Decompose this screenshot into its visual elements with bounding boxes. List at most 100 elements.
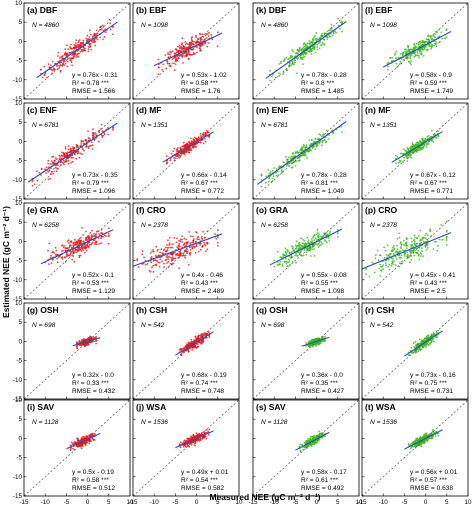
data-point <box>159 251 162 254</box>
data-point <box>427 344 430 347</box>
data-point <box>400 58 403 61</box>
data-point <box>70 240 73 243</box>
data-point <box>422 240 425 243</box>
data-point <box>202 35 205 38</box>
data-point <box>76 341 78 343</box>
data-point <box>419 252 422 255</box>
data-point <box>313 245 315 247</box>
data-point <box>302 43 305 46</box>
data-point <box>398 63 401 66</box>
rmse-value: RMSE = 1.096 <box>72 188 115 195</box>
y-tick-label: 10 <box>15 300 23 307</box>
data-point <box>445 28 448 30</box>
data-point <box>417 235 420 237</box>
data-point <box>86 242 89 245</box>
sample-size: N = 6781 <box>261 122 288 129</box>
data-point <box>281 265 284 268</box>
scatter-points <box>178 428 211 449</box>
data-point <box>141 253 144 256</box>
data-point <box>393 260 395 262</box>
data-point <box>107 227 110 230</box>
data-point <box>398 232 401 235</box>
data-point <box>415 142 418 144</box>
data-point <box>306 42 309 45</box>
data-point <box>195 45 198 48</box>
data-point <box>94 241 97 244</box>
data-point <box>194 345 196 348</box>
data-point <box>183 55 186 57</box>
data-point <box>166 62 169 65</box>
data-point <box>431 46 433 49</box>
data-point <box>90 141 93 144</box>
fit-line <box>40 229 114 265</box>
data-point <box>165 250 168 253</box>
data-point <box>293 249 296 252</box>
data-point <box>185 343 188 346</box>
data-point <box>410 54 413 57</box>
x-tick-label: 5 <box>107 499 111 506</box>
data-point <box>36 170 38 173</box>
data-point <box>311 338 313 341</box>
data-point <box>69 59 72 62</box>
data-point <box>385 262 387 264</box>
rmse-value: RMSE = 1.129 <box>72 288 115 295</box>
data-point <box>60 257 63 259</box>
data-point <box>192 240 195 243</box>
data-point <box>293 59 296 61</box>
data-point <box>57 51 60 54</box>
data-point <box>169 159 172 162</box>
data-point <box>66 65 69 68</box>
data-point <box>379 263 382 266</box>
data-point <box>85 145 88 148</box>
data-point <box>208 31 210 34</box>
data-point <box>199 47 202 49</box>
sample-size: N = 2378 <box>370 222 397 229</box>
data-point <box>97 140 100 143</box>
data-point <box>298 46 301 49</box>
y-tick-label: -5 <box>16 158 22 165</box>
data-point <box>339 21 342 24</box>
data-point <box>330 32 332 35</box>
data-point <box>378 267 381 270</box>
data-point <box>422 55 425 57</box>
data-point <box>75 251 78 254</box>
data-point <box>403 156 406 159</box>
data-point <box>89 45 92 48</box>
data-point <box>278 75 281 77</box>
data-point <box>112 129 114 131</box>
data-point <box>51 156 53 158</box>
data-point <box>278 63 281 65</box>
data-point <box>55 170 58 173</box>
data-point <box>90 236 93 238</box>
data-point <box>99 36 101 39</box>
data-point <box>186 242 188 244</box>
data-point <box>45 172 47 174</box>
r-squared: R² = 0.67 *** <box>410 180 447 187</box>
data-point <box>175 51 178 54</box>
data-point <box>109 22 111 25</box>
data-point <box>421 250 423 253</box>
data-point <box>334 30 336 33</box>
data-point <box>281 170 283 173</box>
data-point <box>199 133 202 135</box>
data-point <box>72 242 75 245</box>
data-point <box>285 155 287 158</box>
data-point <box>396 156 399 158</box>
sample-size: N = 6781 <box>32 122 59 129</box>
data-point <box>393 54 396 56</box>
data-point <box>189 41 192 44</box>
data-point <box>72 255 75 257</box>
data-point <box>290 56 293 59</box>
data-point <box>290 255 293 258</box>
y-tick-label: -10 <box>13 277 23 284</box>
panel-label: (i) SAV <box>27 402 55 412</box>
data-point <box>172 257 174 260</box>
data-point <box>61 258 64 260</box>
data-point <box>197 136 200 139</box>
data-point <box>188 58 190 61</box>
data-point <box>298 246 301 249</box>
data-point <box>184 47 186 50</box>
data-point <box>318 242 320 245</box>
data-point <box>103 132 106 135</box>
